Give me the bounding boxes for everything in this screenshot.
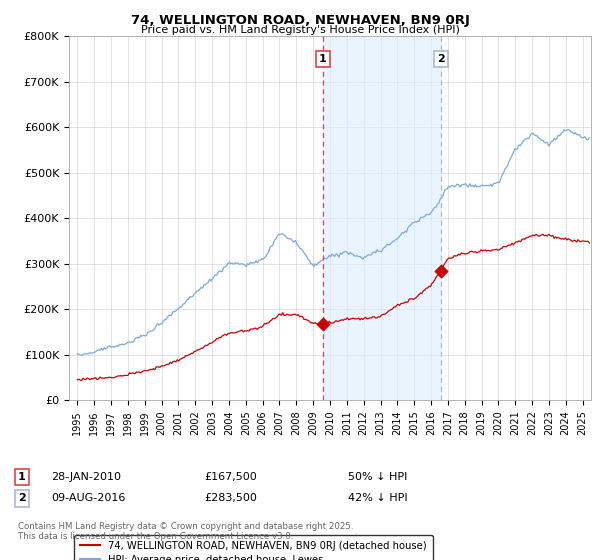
- Text: 28-JAN-2010: 28-JAN-2010: [51, 472, 121, 482]
- Text: 42% ↓ HPI: 42% ↓ HPI: [348, 493, 407, 503]
- Text: 74, WELLINGTON ROAD, NEWHAVEN, BN9 0RJ: 74, WELLINGTON ROAD, NEWHAVEN, BN9 0RJ: [131, 14, 469, 27]
- Bar: [323, 36, 441, 400]
- Text: £283,500: £283,500: [204, 493, 257, 503]
- Text: 50% ↓ HPI: 50% ↓ HPI: [348, 472, 407, 482]
- Text: 2: 2: [18, 493, 26, 503]
- Point: [318, 320, 328, 329]
- Text: 09-AUG-2016: 09-AUG-2016: [51, 493, 125, 503]
- Point: [436, 267, 446, 276]
- Text: Contains HM Land Registry data © Crown copyright and database right 2025.
This d: Contains HM Land Registry data © Crown c…: [18, 522, 353, 542]
- Legend: 74, WELLINGTON ROAD, NEWHAVEN, BN9 0RJ (detached house), HPI: Average price, det: 74, WELLINGTON ROAD, NEWHAVEN, BN9 0RJ (…: [74, 535, 433, 560]
- Text: Price paid vs. HM Land Registry's House Price Index (HPI): Price paid vs. HM Land Registry's House …: [140, 25, 460, 35]
- Text: £167,500: £167,500: [204, 472, 257, 482]
- Text: 2: 2: [437, 54, 445, 64]
- Text: 1: 1: [18, 472, 26, 482]
- Text: 1: 1: [319, 54, 327, 64]
